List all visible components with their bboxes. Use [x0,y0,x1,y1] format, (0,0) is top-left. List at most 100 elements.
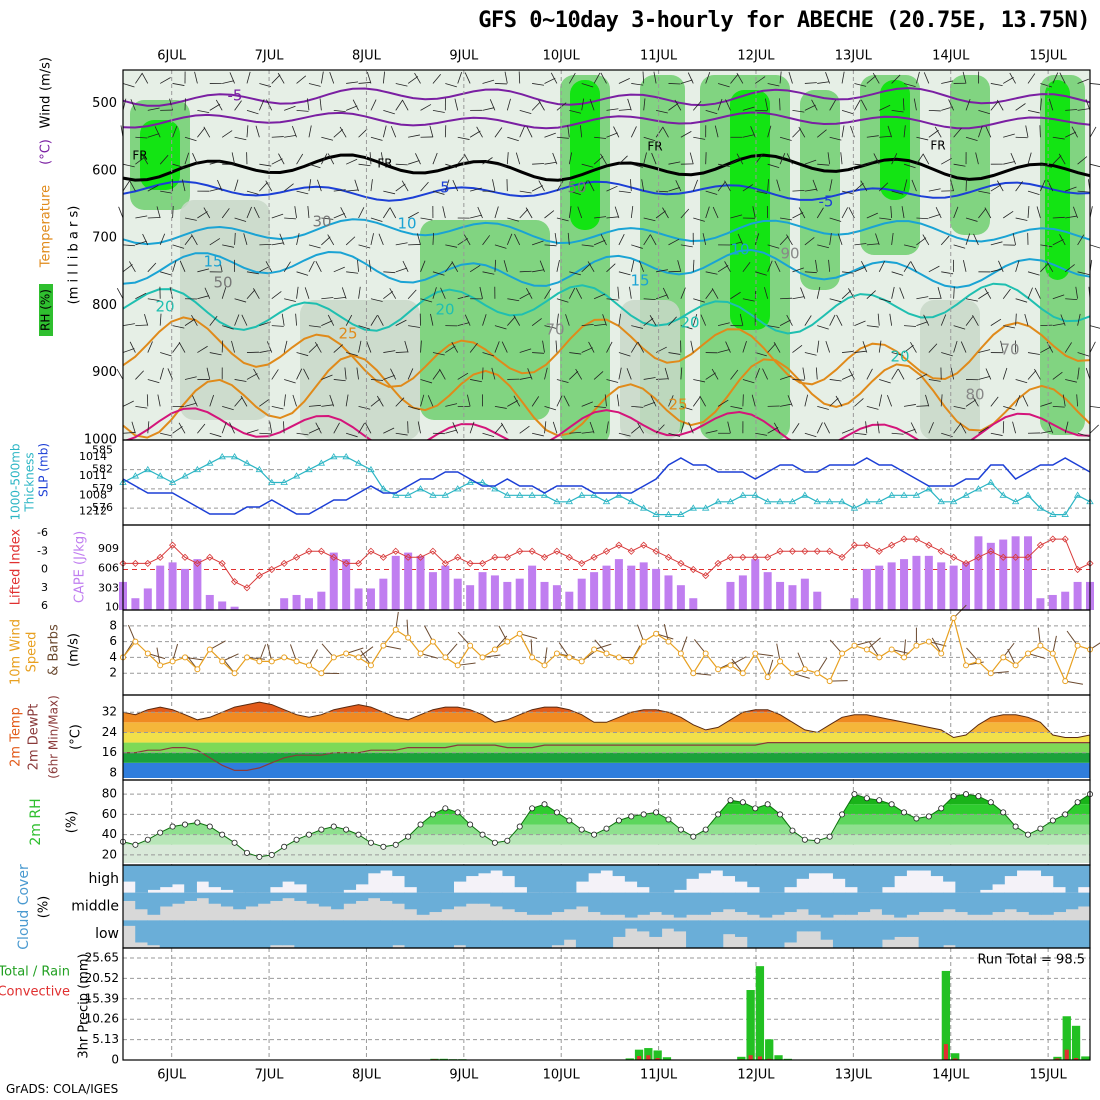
wind-barb [383,291,394,300]
wind-barb [181,179,186,192]
cloud-mid-bar [233,892,246,910]
wind-barb [804,352,817,356]
wind-barb [817,129,827,138]
lifted-index-point [974,553,982,561]
contour-label: 10 [730,241,749,259]
wind-ylabel-units: (m/s) [67,633,82,667]
rh-tick-label: 80 [102,787,117,801]
wind-barb [692,179,698,192]
wind-barb [779,403,792,407]
thickness-point [218,453,226,460]
thickness-point [751,491,759,498]
wind-barb [891,153,898,165]
wind-barb [135,405,148,409]
wind-barb [271,369,279,380]
thickness-point [887,491,896,498]
wind-barb [879,217,892,220]
wind-barb [692,100,702,111]
cloud-high-bar [1028,865,1042,871]
thickness-point [863,497,871,505]
wind-barb [383,109,395,115]
cloud-low-bar [845,920,858,948]
wind-barb [451,341,459,353]
wind-barb [792,423,800,434]
wind-barb-10m [289,644,298,662]
temp-tick-label: 32 [102,705,117,719]
cloud-mid-bar [783,892,797,913]
wind-barb [141,72,149,84]
wind-barb [1089,83,1100,85]
rh2m-point [987,799,994,806]
cloud-high-bar [416,865,430,893]
wind-barb [792,344,803,353]
wind-barb [378,233,384,246]
wind-barb [567,232,570,245]
cloud-high-bar [588,865,601,874]
cloud-low-bar [1053,920,1067,948]
contour-label: 70 [545,321,564,339]
wind-barb [366,341,372,353]
wind-barb [854,350,867,353]
wind-barb [916,373,928,380]
wind-barb [131,421,136,434]
cape-bar [552,585,561,610]
wind-barb [122,400,134,407]
cloud-level-label-middle: middle [71,899,119,915]
wind-barb [320,71,324,84]
contour-label: 10 [397,215,416,233]
wind-speed-point [1012,662,1019,669]
cape-bar [540,581,549,610]
thickness-point [305,465,313,473]
cloud-mid-bar [404,892,418,910]
wind-barb [705,109,718,115]
wind-barb [767,83,780,87]
wind-barb [482,271,495,275]
rh2m-point [888,801,895,808]
wind-barb [798,207,806,219]
wind-barb [527,368,533,380]
cape-bar [763,572,772,610]
wind-barb [519,190,532,194]
wind-barb [935,206,942,219]
rh2m-point [690,833,697,840]
temp-color-band [123,732,1090,743]
wind-barb [664,367,669,380]
wind-barb [1085,98,1091,111]
wind-barb [613,126,620,138]
wind-barb [1089,341,1096,353]
wind-barb [811,99,818,111]
wind-barb [705,430,718,434]
wind-barb [959,422,967,434]
rh-shade-area [570,80,600,230]
wind-barb [630,260,635,272]
wind-barb [1077,108,1090,111]
wind-barb [395,83,408,87]
wind-barb [135,370,144,380]
wind-barb [420,217,433,221]
wind-barb [717,83,730,88]
cape-bar [205,594,214,610]
cloud-high-bar [661,865,675,893]
wind-barb [581,98,585,111]
wind-barb [116,287,124,299]
wind-barb [333,379,346,382]
wind-barb [650,395,657,407]
wind-barb [382,71,386,84]
wind-barb [656,269,668,273]
thickness-point [714,497,722,505]
cloud-mid-bar [1041,892,1054,915]
wind-barb [532,352,545,354]
slp-ylabel-thickness2: Thickness [23,452,37,512]
cape-bar [937,562,946,610]
cloud-mid-bar [282,892,295,899]
temp-contour-15 [122,248,1091,289]
wind-barb [693,217,705,222]
wind-barb [321,153,328,165]
wind-barb [327,153,335,165]
wind-barb [792,212,804,219]
cape-bar [875,565,884,610]
cloud-high-bar [392,865,406,877]
wind-barb [668,103,679,111]
cloud-high-bar [943,865,956,882]
cloud-high-bar [906,865,920,871]
